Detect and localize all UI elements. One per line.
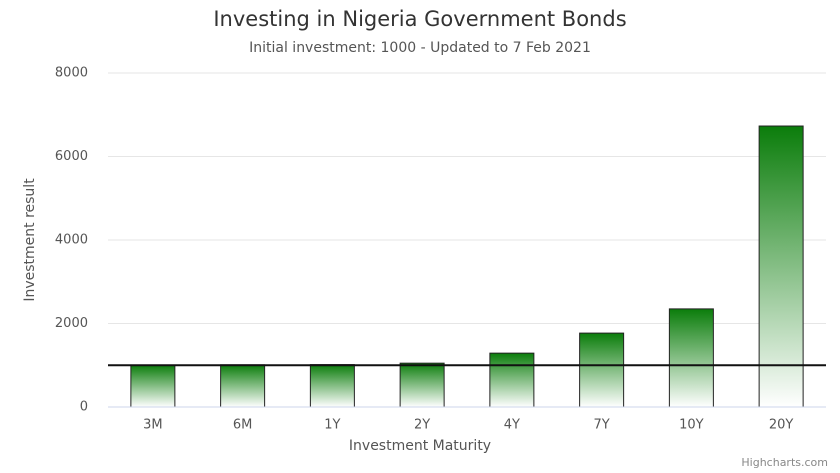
bar bbox=[309, 364, 355, 408]
bar bbox=[489, 352, 535, 408]
x-tick-label: 1Y bbox=[324, 418, 340, 433]
credits[interactable]: Highcharts.com bbox=[741, 456, 828, 469]
bar bbox=[399, 362, 445, 408]
x-tick-label: 7Y bbox=[594, 418, 610, 433]
bar bbox=[579, 332, 625, 408]
bar bbox=[668, 308, 714, 408]
bar bbox=[758, 125, 804, 408]
y-tick-label: 6000 bbox=[55, 149, 88, 164]
y-tick-label: 8000 bbox=[55, 66, 88, 81]
bar bbox=[220, 364, 266, 408]
bar bbox=[130, 364, 176, 408]
x-axis-title: Investment Maturity bbox=[349, 438, 491, 454]
y-tick-label: 2000 bbox=[55, 316, 88, 331]
x-tick-label: 2Y bbox=[414, 418, 430, 433]
y-axis-title: Investment result bbox=[22, 178, 38, 302]
chart-title: Investing in Nigeria Government Bonds bbox=[213, 7, 626, 31]
y-tick-label: 4000 bbox=[55, 233, 88, 248]
x-tick-label: 3M bbox=[143, 418, 163, 433]
x-tick-label: 20Y bbox=[769, 418, 794, 433]
y-tick-label: 0 bbox=[80, 400, 88, 415]
chart-subtitle: Initial investment: 1000 - Updated to 7 … bbox=[249, 40, 591, 56]
x-tick-label: 10Y bbox=[679, 418, 704, 433]
x-tick-label: 6M bbox=[233, 418, 253, 433]
x-tick-label: 4Y bbox=[504, 418, 520, 433]
